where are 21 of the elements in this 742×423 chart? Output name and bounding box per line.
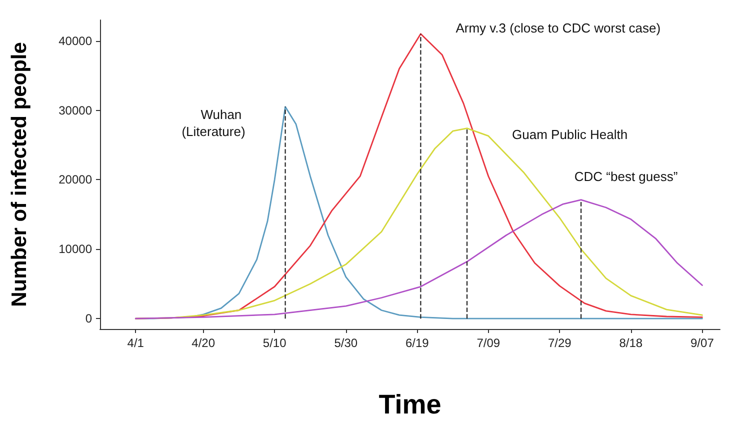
x-tick-label: 4/20 <box>192 336 216 350</box>
x-tick-label: 7/29 <box>548 336 572 350</box>
x-tick-label: 8/18 <box>619 336 643 350</box>
y-tick-label: 0 <box>85 312 92 326</box>
series-label: Guam Public Health <box>512 126 628 142</box>
y-tick-label: 30000 <box>58 103 92 118</box>
series-label: Army v.3 (close to CDC worst case) <box>456 20 661 36</box>
x-tick-label: 9/07 <box>690 336 714 350</box>
y-tick-label: 20000 <box>58 172 92 187</box>
x-tick-label: 5/30 <box>334 336 358 350</box>
x-axis-title: Time <box>378 390 442 420</box>
x-tick-label: 5/10 <box>262 336 287 350</box>
x-tick-label: 7/09 <box>476 336 500 350</box>
y-tick-label: 10000 <box>58 242 92 256</box>
text: Wuhan (Literature) <box>182 106 246 139</box>
x-tick-label: 6/19 <box>405 336 430 350</box>
y-axis-title: Number of infected people <box>8 42 31 307</box>
x-tick-label: 4/1 <box>127 336 144 350</box>
line-series <box>134 199 703 320</box>
y-tick-label: 40000 <box>58 34 92 48</box>
series-label: CDC “best guess” <box>574 168 678 184</box>
